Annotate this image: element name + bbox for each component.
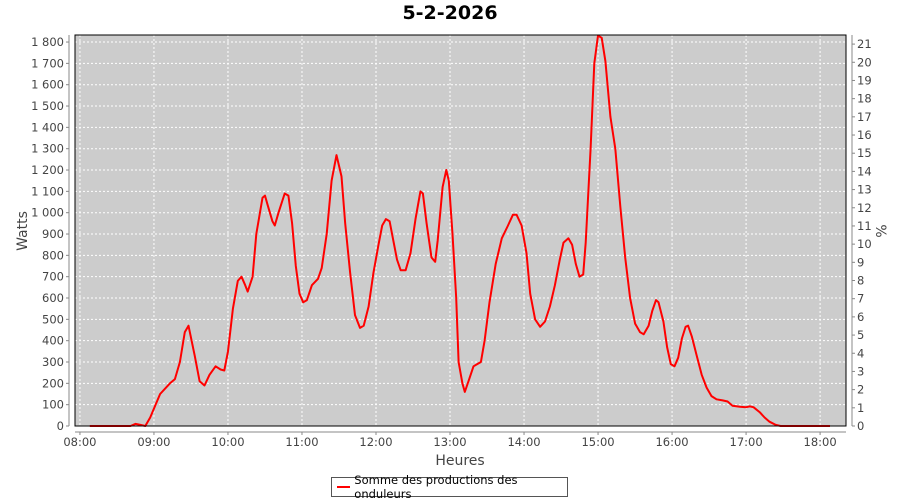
y2-tick-label: 0 [857, 419, 864, 433]
x-tick-label: 11:00 [285, 435, 318, 449]
x-tick-label: 18:00 [804, 435, 837, 449]
y2-tick-label: 14 [857, 164, 872, 178]
y-tick-label: 1 500 [31, 99, 64, 113]
series-line [89, 34, 830, 427]
y2-tick-label: 9 [857, 255, 864, 269]
y2-tick-label: 6 [857, 310, 864, 324]
y-tick-label: 500 [42, 312, 64, 326]
x-axis-label: Heures [435, 453, 484, 469]
y2-tick-label: 7 [857, 292, 864, 306]
legend-swatch [337, 486, 351, 488]
y2-axis-label: % [872, 224, 888, 237]
y-tick-label: 800 [42, 248, 64, 262]
y-tick-label: 300 [42, 355, 64, 369]
legend: Somme des productions des onduleurs [331, 473, 568, 501]
y2-tick-label: 4 [857, 346, 864, 360]
plot-area [75, 35, 846, 426]
y2-tick-label: 11 [857, 219, 872, 233]
x-tick-label: 10:00 [211, 435, 244, 449]
y2-tick-label: 18 [857, 92, 872, 106]
y2-tick-label: 10 [857, 237, 872, 251]
y-tick-label: 200 [42, 376, 64, 390]
y2-tick-label: 12 [857, 201, 872, 215]
x-tick-label: 16:00 [655, 435, 688, 449]
y-tick-label: 0 [57, 419, 64, 433]
y2-tick-label: 13 [857, 183, 872, 197]
y-tick-label: 600 [42, 291, 64, 305]
y-tick-label: 1 600 [31, 78, 64, 92]
x-tick-label: 14:00 [507, 435, 540, 449]
x-tick-label: 12:00 [359, 435, 392, 449]
plot-border [74, 34, 847, 427]
y2-tick-label: 5 [857, 328, 864, 342]
y2-tick-label: 3 [857, 364, 864, 378]
x-tick-label: 15:00 [581, 435, 614, 449]
y-tick-label: 1 300 [31, 142, 64, 156]
y2-tick-label: 16 [857, 128, 872, 142]
x-tick-label: 17:00 [730, 435, 763, 449]
y2-tick-label: 1 [857, 401, 864, 415]
y2-tick-label: 19 [857, 73, 872, 87]
legend-label: Somme des productions des onduleurs [354, 473, 518, 501]
y-tick-label: 1 100 [31, 184, 64, 198]
y2-tick-label: 17 [857, 110, 872, 124]
chart-title: 5-2-2026 [402, 2, 498, 24]
x-tick-label: 08:00 [63, 435, 96, 449]
y-tick-label: 700 [42, 270, 64, 284]
y-tick-label: 100 [42, 398, 64, 412]
y-tick-label: 900 [42, 227, 64, 241]
y2-tick-label: 20 [857, 55, 872, 69]
y2-tick-label: 8 [857, 274, 864, 288]
y2-tick-label: 15 [857, 146, 872, 160]
y2-tick-label: 2 [857, 383, 864, 397]
y-tick-label: 1 200 [31, 163, 64, 177]
y2-tick-label: 21 [857, 37, 872, 51]
y-tick-label: 1 800 [31, 35, 64, 49]
y-tick-label: 1 000 [31, 206, 64, 220]
x-tick-label: 13:00 [433, 435, 466, 449]
y-tick-label: 1 400 [31, 120, 64, 134]
y-tick-label: 400 [42, 334, 64, 348]
y-axis-label: Watts [15, 211, 31, 251]
x-tick-label: 09:00 [137, 435, 170, 449]
y-tick-label: 1 700 [31, 56, 64, 70]
